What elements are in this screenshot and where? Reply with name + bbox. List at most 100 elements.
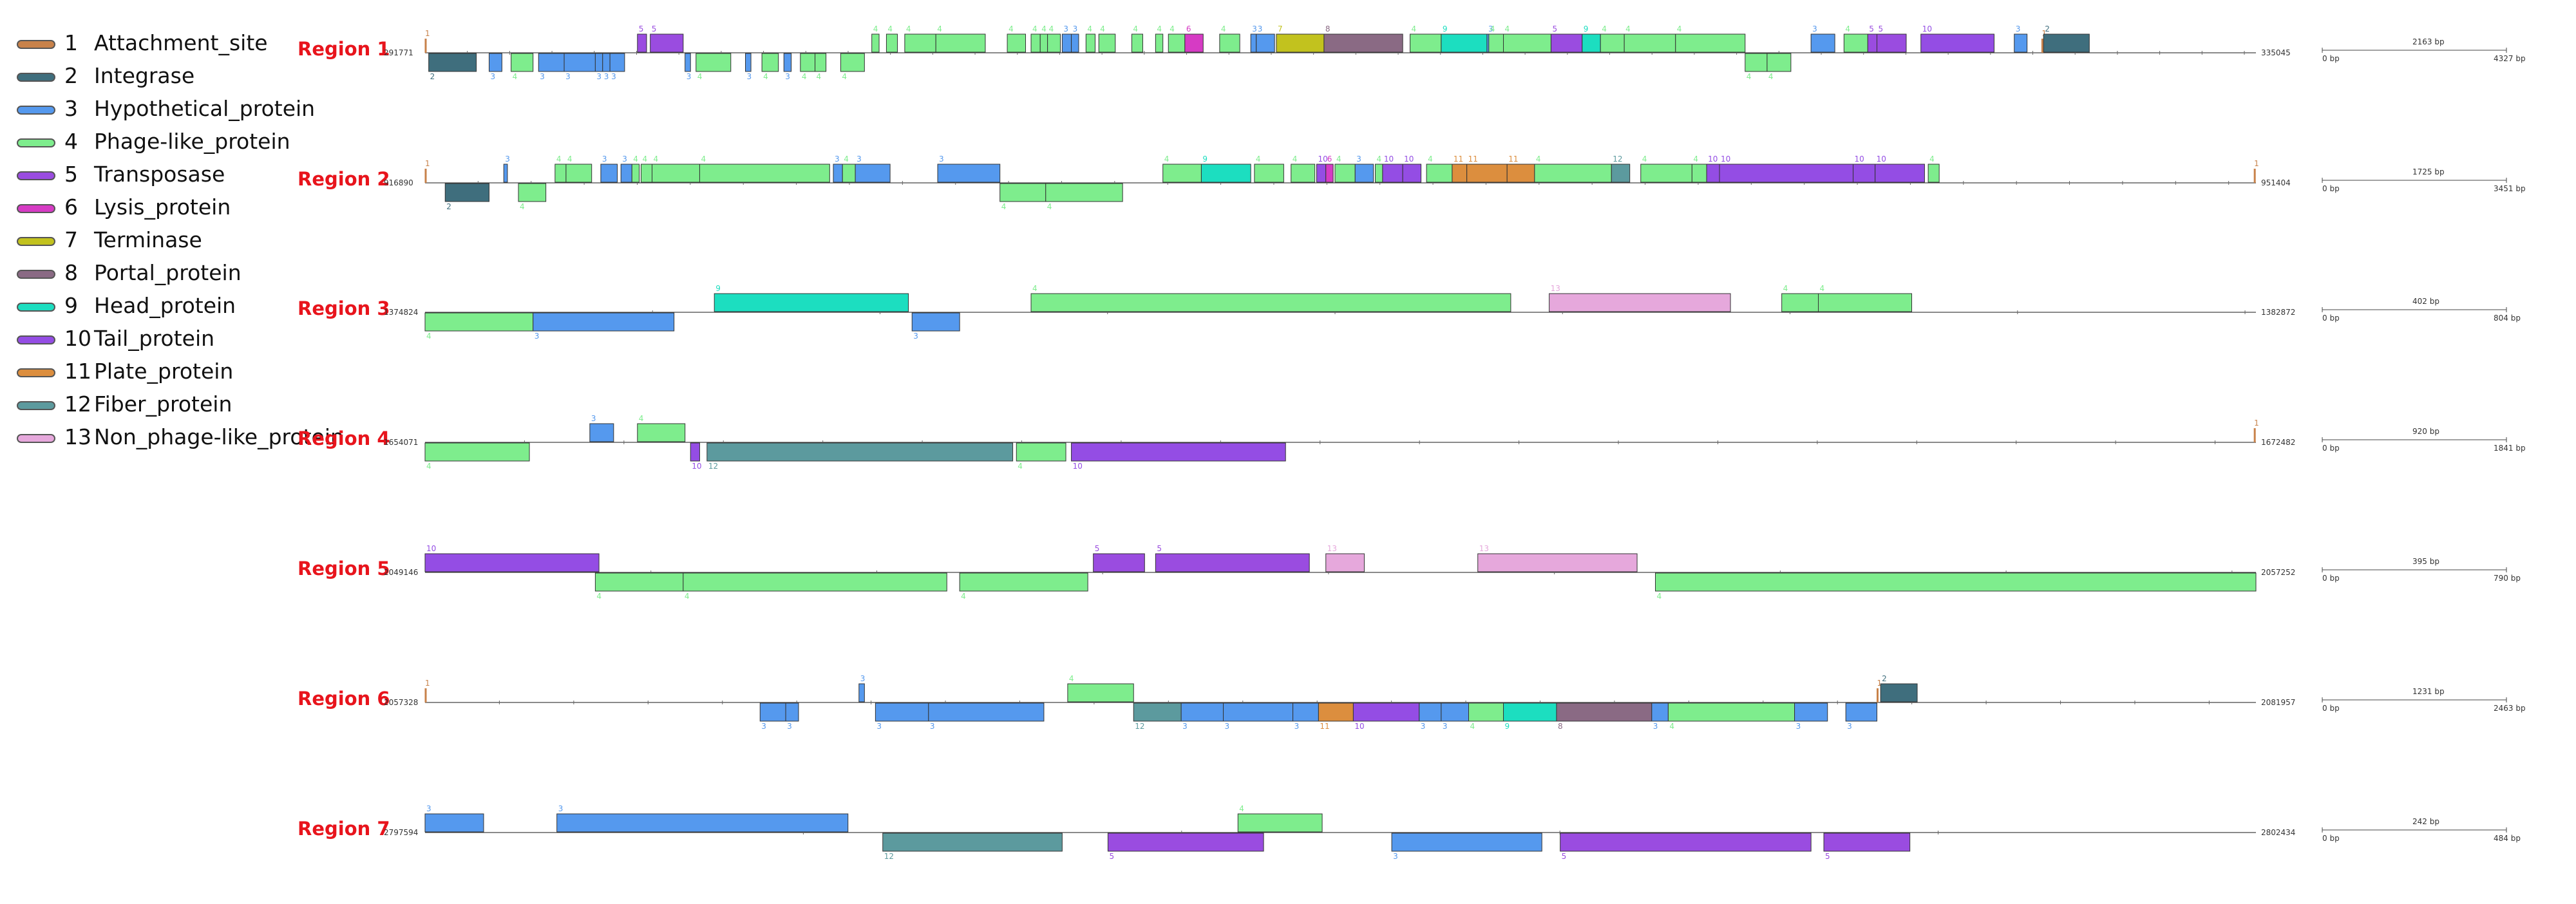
region-label: Region 7 — [298, 818, 390, 840]
gene-box — [1410, 33, 1442, 53]
gene-type-number: 4 — [1845, 24, 1850, 33]
gene-box — [911, 312, 960, 332]
gene-box — [783, 53, 792, 72]
gene-box — [1549, 293, 1731, 312]
scale-max-label: 804 bp — [2494, 314, 2521, 323]
gene-box — [1845, 702, 1877, 722]
gene-box — [1375, 164, 1383, 183]
gene-box — [1611, 164, 1631, 183]
gene-type-number: 12 — [708, 462, 718, 471]
scale-length-label: 1231 bp — [2412, 687, 2445, 696]
gene-type-number: 3 — [1294, 722, 1300, 731]
legend-item: 8 Portal_protein — [14, 258, 401, 291]
gene-type-number: 10 — [1877, 155, 1886, 164]
gene-type-number: 4 — [1009, 24, 1014, 33]
gene-type-number: 10 — [1708, 155, 1718, 164]
gene-type-number: 4 — [1221, 24, 1226, 33]
gene-box — [1810, 33, 1835, 53]
gene-type-number: 4 — [873, 24, 878, 33]
scale-min-label: 0 bp — [2322, 574, 2340, 583]
gene-type-number: 4 — [1047, 202, 1052, 211]
gene-type-number: 4 — [1293, 155, 1298, 164]
legend-swatch — [17, 106, 55, 115]
gene-type-number: 5 — [652, 24, 657, 33]
legend-number: 6 — [64, 194, 78, 220]
gene-type-number: 10 — [1384, 155, 1394, 164]
legend-swatch — [17, 368, 55, 377]
gene-box — [518, 183, 547, 202]
legend-number: 5 — [64, 162, 78, 187]
gene-box — [1250, 33, 1257, 53]
gene-type-number: 13 — [1327, 544, 1337, 553]
gene-box — [1061, 33, 1072, 53]
region-start-coordinate: 1374824 — [384, 308, 419, 317]
scale-length-label: 920 bp — [2412, 427, 2439, 436]
gene-box — [1382, 164, 1403, 183]
scale-bar — [2322, 48, 2507, 53]
legend-number: 12 — [64, 391, 91, 417]
gene-box — [533, 312, 675, 332]
scale-max-label: 484 bp — [2494, 834, 2521, 843]
gene-box — [1556, 702, 1653, 722]
gene-type-number: 12 — [884, 852, 894, 861]
gene-type-number: 9 — [1202, 155, 1208, 164]
gene-type-number: 4 — [1100, 24, 1105, 33]
region-label: Region 4 — [298, 428, 390, 449]
gene-type-number: 4 — [906, 24, 911, 33]
gene-type-number: 11 — [1454, 155, 1463, 164]
legend-item: 3 Hypothetical_protein — [14, 94, 401, 127]
scale-bar — [2322, 437, 2507, 442]
scale-length-label: 2163 bp — [2412, 37, 2445, 46]
legend-label: Tail_protein — [94, 326, 215, 351]
gene-type-number: 10 — [1922, 24, 1932, 33]
gene-type-number: 4 — [654, 155, 659, 164]
legend-label: Non_phage-like_protein — [94, 424, 344, 449]
region-start-coordinate: 916890 — [384, 178, 413, 187]
gene-type-number: 5 — [639, 24, 644, 33]
legend-number: 8 — [64, 260, 78, 285]
gene-type-number: 9 — [715, 284, 721, 293]
gene-type-number: 4 — [1157, 24, 1162, 33]
region-label: Region 5 — [298, 558, 390, 579]
legend-item: 7 Terminase — [14, 225, 401, 258]
gene-type-number: 3 — [604, 72, 609, 81]
gene-box — [1880, 683, 1918, 702]
gene-type-number: 4 — [1032, 284, 1037, 293]
gene-box — [424, 442, 530, 462]
region-end-coordinate: 2081957 — [2261, 698, 2296, 707]
legend-number: 3 — [64, 96, 78, 121]
gene-type-number: 4 — [1602, 24, 1607, 33]
gene-type-number: 4 — [1747, 72, 1752, 81]
region-start-coordinate: 291771 — [384, 48, 413, 57]
scale-min-label: 0 bp — [2322, 704, 2340, 713]
gene-type-number: 3 — [687, 72, 692, 81]
gene-box — [1184, 33, 1204, 53]
gene-box — [937, 164, 1001, 183]
legend-swatch — [17, 401, 55, 410]
gene-type-number: 4 — [1412, 24, 1417, 33]
legend-number: 11 — [64, 359, 91, 384]
region-start-coordinate: 2057328 — [384, 698, 419, 707]
gene-box — [538, 53, 565, 72]
gene-type-number: 4 — [1929, 155, 1935, 164]
gene-box — [904, 33, 936, 53]
gene-type-number: 4 — [961, 592, 966, 601]
gene-box — [1477, 553, 1638, 572]
gene-box — [683, 572, 947, 592]
gene-type-number: 1 — [425, 159, 430, 168]
legend-label: Fiber_protein — [94, 391, 232, 417]
gene-box — [1162, 164, 1202, 183]
gene-box — [685, 53, 691, 72]
gene-box — [1534, 164, 1612, 183]
legend-number: 13 — [64, 424, 91, 449]
legend-label: Hypothetical_protein — [94, 96, 316, 121]
legend-swatch — [17, 335, 55, 344]
gene-box — [745, 53, 752, 72]
legend-label: Phage-like_protein — [94, 129, 290, 154]
gene-box — [1441, 33, 1488, 53]
gene-type-number: 4 — [1768, 72, 1774, 81]
legend-number: 9 — [64, 293, 78, 318]
gene-type-number: 4 — [1018, 462, 1023, 471]
region-start-coordinate: 2049146 — [384, 568, 419, 577]
